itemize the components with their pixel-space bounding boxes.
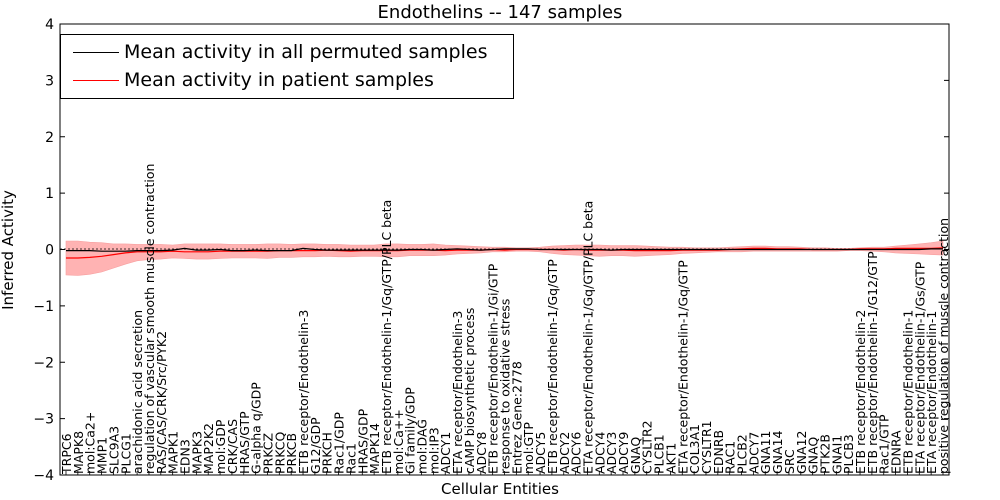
- y-axis-label: Inferred Activity: [0, 190, 17, 310]
- x-tick-label: mol:IP3: [426, 427, 441, 474]
- y-tick-label: 3: [45, 73, 54, 89]
- x-tick-label: PLCB1: [652, 434, 667, 474]
- x-tick-label: ETA receptor/Endothelin-1/Gq/GTP: [675, 260, 690, 474]
- legend-label-patient: Mean activity in patient samples: [124, 69, 434, 91]
- x-tick-label: EDNRA: [889, 430, 904, 474]
- x-tick-label: GNAQ: [806, 437, 821, 474]
- legend-item-permuted: Mean activity in all permuted samples: [61, 40, 513, 66]
- x-tick-label: AKT1: [663, 443, 678, 474]
- x-tick-label: CYSLTR1: [699, 420, 714, 474]
- x-tick-label: PLCG1: [118, 433, 133, 474]
- x-tick-label: mol:GTP: [521, 422, 536, 474]
- x-tick-label: Rac1/GDP: [332, 412, 347, 474]
- x-tick-label: ETB receptor/Endothelin-1/Gq/GTP/PLC bet…: [379, 200, 394, 474]
- x-tick-label: ETB receptor/Endothelin-2: [853, 310, 868, 474]
- x-tick-label: cAMP biosynthetic process: [462, 308, 477, 474]
- x-tick-label: Gi family/GDP: [403, 387, 418, 474]
- y-tick-label: 4: [45, 17, 54, 33]
- x-axis-label: Cellular Entities: [441, 480, 559, 498]
- x-tick-label: Rac1/GTP: [877, 414, 892, 474]
- x-tick-label: mol:Ca++: [391, 409, 406, 474]
- line-permuted-mean: [66, 247, 943, 252]
- x-tick-label: PRKCB: [284, 433, 299, 474]
- x-tick-label: MAPK14: [367, 423, 382, 474]
- legend: Mean activity in all permuted samples Me…: [60, 34, 514, 99]
- x-tick-label: ADCY7: [746, 432, 761, 474]
- x-tick-label: HRAS/GTP: [237, 411, 252, 474]
- x-tick-label: ADCY1: [438, 432, 453, 474]
- x-tick-label: RAC1: [723, 441, 738, 474]
- x-tick-label: GNAI1: [829, 435, 844, 474]
- x-tick-label: PRKCQ: [272, 432, 287, 474]
- x-tick-label: PRKCH: [320, 432, 335, 474]
- x-tick-label: MAPK3: [189, 431, 204, 474]
- x-tick-label: G12/GDP: [308, 417, 323, 474]
- x-tick-label: COL3A1: [687, 424, 702, 474]
- x-tick-label: G-alpha q/GDP: [249, 382, 264, 474]
- x-tick-label: GNA12: [794, 431, 809, 475]
- x-tick-label: response to oxidative stress: [498, 299, 513, 474]
- x-tick-label: MMP1: [95, 437, 110, 474]
- x-tick-label: TRPC6: [59, 433, 74, 475]
- x-tick-label: positive regulation of muscle contractio…: [936, 218, 951, 474]
- x-tick-label: ETB receptor/Endothelin-1/Gi/GTP: [486, 263, 501, 474]
- x-tick-label: PTK2B: [818, 434, 833, 474]
- x-tick-label: MAPK1: [166, 431, 181, 474]
- legend-swatch-permuted: [73, 52, 119, 53]
- y-tick-label: 0: [45, 243, 54, 259]
- x-tick-label: ADCY9: [616, 432, 631, 474]
- y-tick-label: −2: [33, 355, 54, 371]
- x-tick-label: PLCB3: [841, 434, 856, 474]
- x-tick-label: PLCB2: [735, 434, 750, 474]
- x-tick-label: ADCY5: [533, 432, 548, 474]
- x-tick-label: ETA receptor/Endothelin-3: [450, 311, 465, 474]
- x-tick-label: MAPK8: [71, 431, 86, 474]
- x-tick-label: GNA14: [770, 430, 785, 474]
- x-tick-label: EDN3: [178, 439, 193, 474]
- legend-item-patient: Mean activity in patient samples: [61, 68, 513, 94]
- x-tick-label: regulation of vascular smooth muscle con…: [142, 164, 157, 474]
- x-tick-label: GNAQ: [628, 437, 643, 474]
- x-tick-label: ADCY4: [592, 432, 607, 474]
- legend-swatch-patient: [73, 80, 119, 81]
- x-tick-label: ETB receptor/Endothelin-1/G12/GTP: [865, 251, 880, 474]
- x-tick-label: EDNRB: [711, 430, 726, 474]
- x-tick-label: GNA11: [758, 431, 773, 475]
- x-tick-label: mol:GDP: [213, 419, 228, 474]
- x-tick-label: ETB receptor/Endothelin-1: [900, 310, 915, 474]
- x-tick-label: mol:DAG: [415, 419, 430, 474]
- x-tick-label: Entrez Gene:2778: [509, 361, 524, 474]
- x-tick-label: ETB receptor/Endothelin-3: [296, 310, 311, 474]
- x-tick-label: ADCY2: [557, 432, 572, 474]
- x-tick-label: ADCY8: [474, 432, 489, 474]
- x-tick-label: arachidonic acid secretion: [130, 310, 145, 474]
- x-tick-label: SLC9A3: [106, 426, 121, 474]
- x-tick-label: ADCY3: [604, 432, 619, 474]
- x-tick-label: MAP2K2: [201, 423, 216, 474]
- x-tick-label: CYSLTR2: [640, 420, 655, 474]
- x-tick-label: ETA receptor/Endothelin-1/Gs/GTP: [912, 261, 927, 474]
- x-tick-label: ETB receptor/Endothelin-1/Gq/GTP: [545, 259, 560, 474]
- y-tick-label: 1: [45, 186, 54, 202]
- x-tick-label: mol:Ca2+: [83, 412, 98, 474]
- x-tick-label: RAS/CAS/CRK/Src/PYK2: [154, 331, 169, 474]
- y-tick-label: 2: [45, 130, 54, 146]
- y-tick-label: −4: [33, 468, 54, 484]
- x-tick-label: CRK/CAS: [225, 419, 240, 474]
- x-tick-label: PRKCZ: [261, 433, 276, 474]
- band-patient-range: [65, 240, 944, 276]
- y-tick-label: −1: [33, 299, 54, 315]
- x-tick-label: ETA receptor/Endothelin-1: [924, 311, 939, 474]
- y-tick-label: −3: [33, 412, 54, 428]
- x-tick-label: ETA receptor/Endothelin-1/Gq/GTP/PLC bet…: [581, 201, 596, 474]
- legend-label-permuted: Mean activity in all permuted samples: [124, 41, 488, 63]
- x-tick-label: ADCY6: [569, 432, 584, 474]
- x-tick-label: Rac1: [343, 443, 358, 474]
- x-tick-label: SRC: [782, 449, 797, 474]
- chart-title: Endothelins -- 147 samples: [378, 2, 623, 23]
- x-tick-label: HRAS/GDP: [355, 408, 370, 474]
